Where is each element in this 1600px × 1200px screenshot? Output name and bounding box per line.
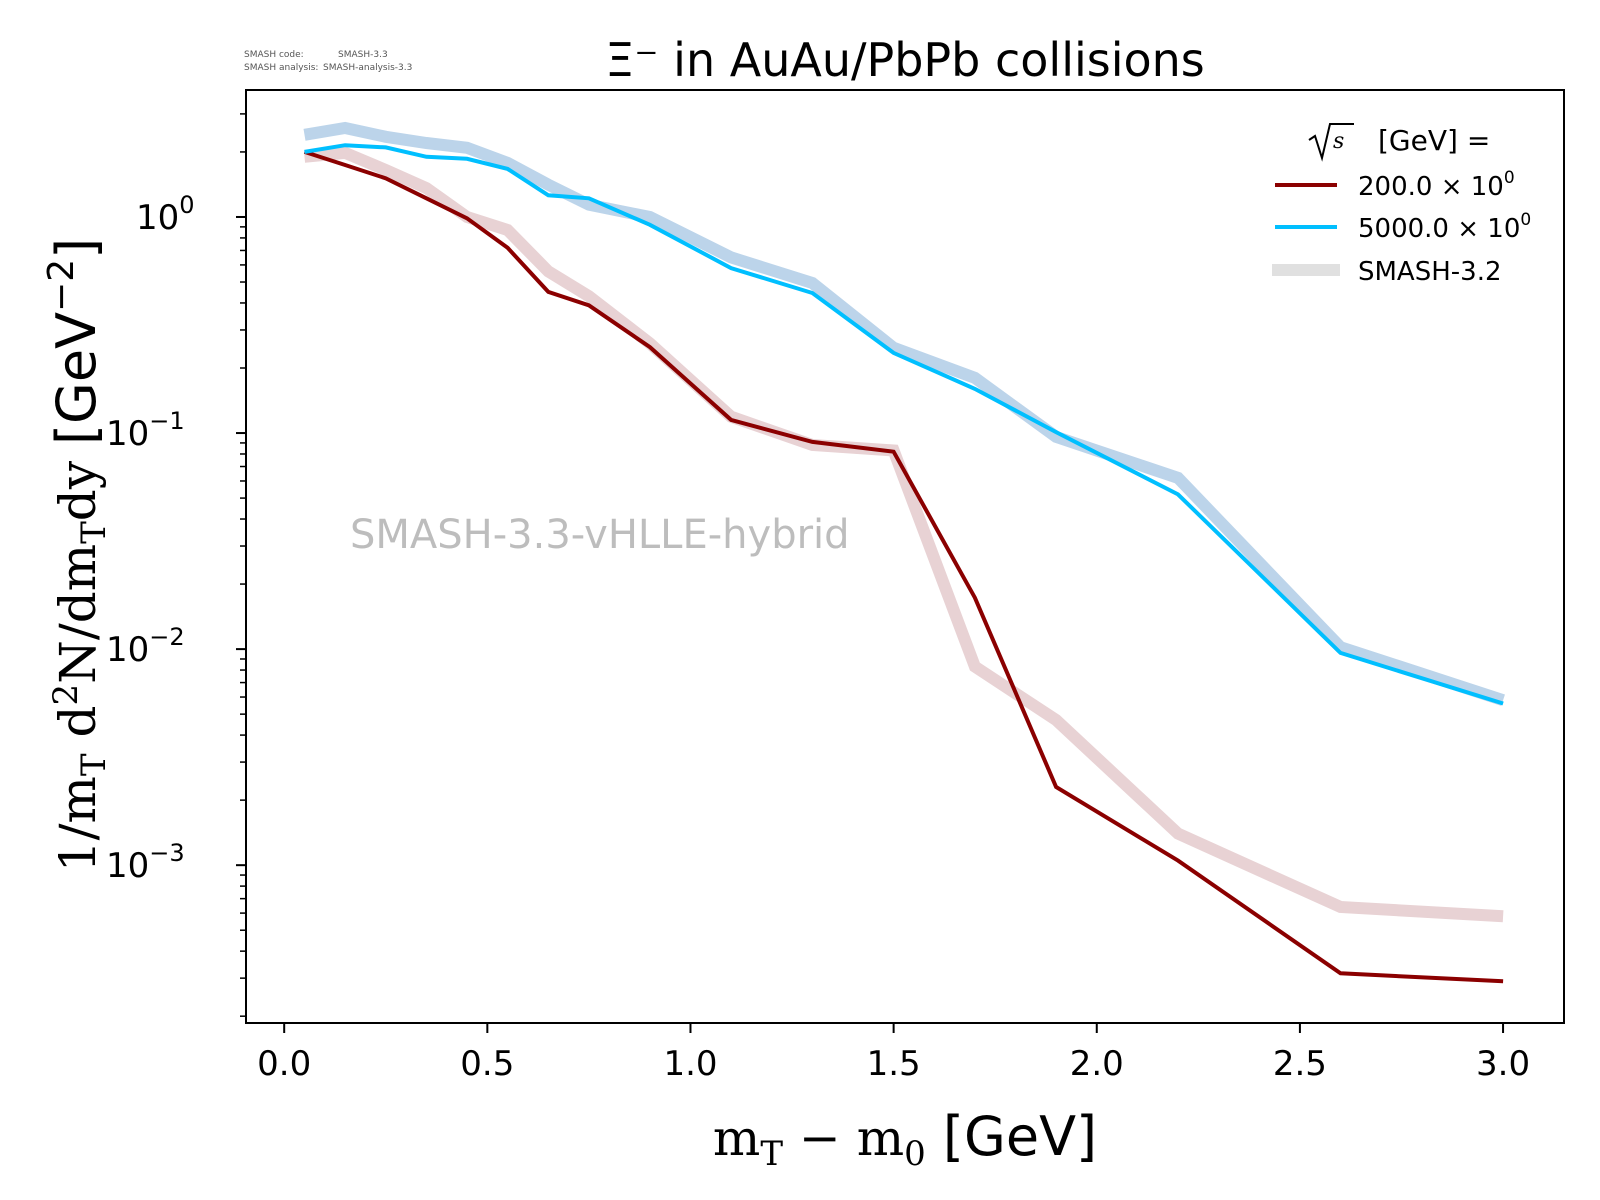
series-line-1	[303, 121, 1505, 706]
series-line-0	[303, 146, 1504, 923]
x-tick-label-0: 0.0	[257, 1044, 311, 1084]
y-tick-label-3: 10−3	[106, 839, 185, 886]
watermark: SMASH-3.3-vHLLE-hybrid	[350, 512, 850, 558]
x-tick-label-6: 3.0	[1476, 1044, 1530, 1084]
x-tick-label-2: 1.0	[663, 1044, 717, 1084]
y-axis-label: 1/mT d2N/dmTdy [GeV−2]	[41, 238, 114, 872]
plot-frame	[245, 89, 1565, 1024]
x-tick-label-3: 1.5	[867, 1044, 921, 1084]
x-axis-label: mT − m0 [GeV]	[713, 1105, 1097, 1174]
y-tick-label-0: 100	[136, 191, 195, 238]
smash-analysis-label: SMASH analysis:	[244, 63, 318, 73]
series-line-2	[303, 149, 1504, 984]
legend-title-unit: [GeV] =	[1378, 124, 1490, 157]
x-tick-label-1: 0.5	[460, 1044, 514, 1084]
x-tick-label-4: 2.0	[1070, 1044, 1124, 1084]
smash-analysis-value: SMASH-analysis-3.3	[323, 63, 412, 73]
x-tick-label-5: 2.5	[1273, 1044, 1327, 1084]
legend-entry-200: 200.0 × 100	[1275, 168, 1515, 202]
legend-label-200: 200.0 × 100	[1358, 168, 1515, 202]
chart-title: Ξ⁻ in AuAu/PbPb collisions	[605, 33, 1205, 87]
sqrt-icon	[1308, 123, 1354, 162]
legend-title-s: s	[1333, 129, 1344, 154]
legend: s [GeV] = 200.0 × 100 5000.0 × 100 SMASH…	[1272, 123, 1531, 287]
legend-title: s [GeV] =	[1308, 123, 1490, 162]
legend-label-5000: 5000.0 × 100	[1358, 210, 1531, 244]
y-tick-label-2: 10−2	[106, 623, 185, 670]
series-line-3	[304, 143, 1504, 706]
legend-entry-ref: SMASH-3.2	[1272, 257, 1502, 287]
legend-label-ref: SMASH-3.2	[1358, 257, 1502, 287]
y-tick-label-1: 10−1	[106, 407, 185, 454]
smash-code-label: SMASH code:	[244, 50, 304, 60]
smash-code-value: SMASH-3.3	[338, 50, 388, 60]
legend-entry-5000: 5000.0 × 100	[1275, 210, 1531, 244]
